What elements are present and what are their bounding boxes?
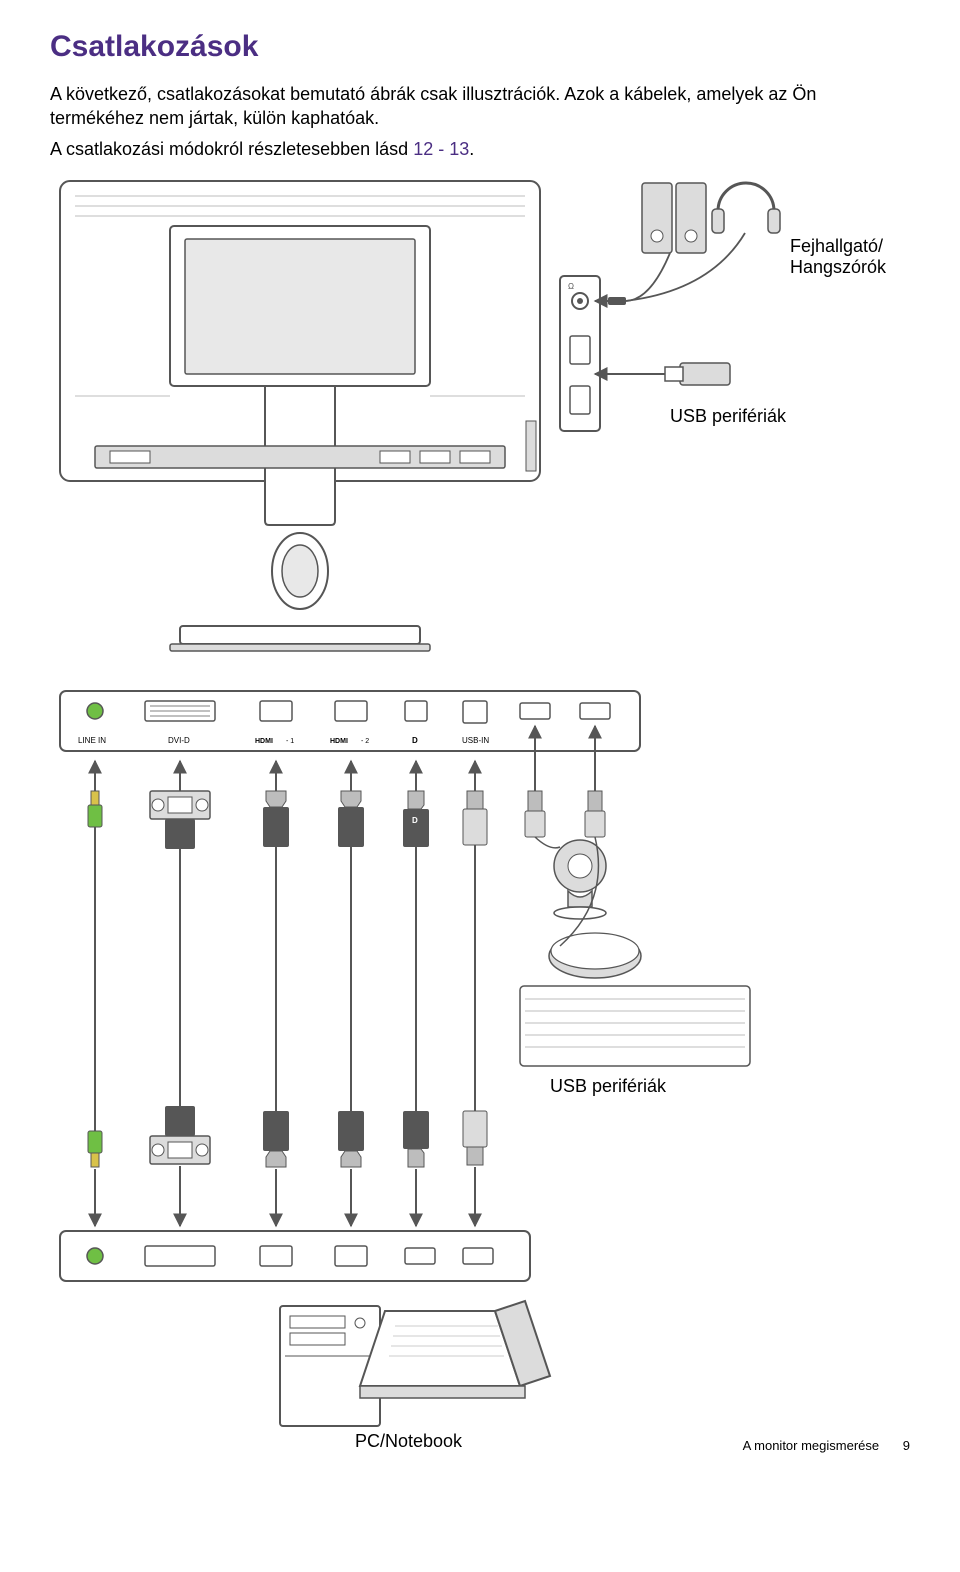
pc-tower-icon	[280, 1306, 380, 1426]
usb-b-plug-top	[463, 791, 487, 845]
page-reference-link[interactable]: 12 - 13	[413, 139, 469, 159]
page-heading: Csatlakozások	[50, 30, 910, 64]
svg-text:LINE IN: LINE IN	[78, 736, 106, 745]
hdmi-plug-1-bottom	[263, 1111, 289, 1167]
pc-ports-bar	[60, 1231, 530, 1281]
svg-text:- 1: - 1	[286, 738, 294, 745]
usb-b-plug-bottom	[463, 1111, 487, 1165]
svg-text:DVI-D: DVI-D	[168, 736, 190, 745]
svg-text:HDMI: HDMI	[330, 738, 348, 745]
webcam-icon	[535, 837, 606, 919]
hdmi-plug-1-top	[263, 791, 289, 847]
monitor-rear-illustration	[60, 181, 540, 651]
pc-notebook-label: PC/Notebook	[355, 1431, 462, 1452]
hdmi-plug-2-bottom	[338, 1111, 364, 1167]
keyboard-icon	[520, 986, 750, 1066]
laptop-icon	[360, 1301, 550, 1398]
headphones-icon	[712, 183, 780, 233]
svg-text:D: D	[412, 736, 418, 745]
connection-diagram: Ω	[50, 171, 910, 1451]
page-footer: A monitor megismerése 9	[743, 1438, 910, 1453]
speakers-icon	[642, 183, 706, 253]
usb-stick-icon	[665, 363, 730, 385]
displayport-plug-top: D	[403, 791, 429, 847]
intro-paragraph-1: A következő, csatlakozásokat bemutató áb…	[50, 82, 910, 131]
usb-plug-a2	[585, 791, 605, 837]
hdmi-plug-2-top	[338, 791, 364, 847]
headphones-speakers-label: Fejhallgató/ Hangszórók	[790, 236, 886, 278]
intro-part2-prefix: A csatlakozási módokról részletesebben l…	[50, 139, 413, 159]
monitor-ports-bar: LINE IN DVI-D HDMI - 1 HDMI - 2 D USB-IN	[60, 691, 640, 751]
svg-text:HDMI: HDMI	[255, 738, 273, 745]
footer-section-title: A monitor megismerése	[743, 1438, 880, 1453]
usb-plug-a1	[525, 791, 545, 837]
intro-paragraph-2: A csatlakozási módokról részletesebben l…	[50, 137, 910, 161]
svg-text:Ω: Ω	[568, 282, 574, 291]
dvi-plug-top	[150, 791, 210, 849]
footer-page-number: 9	[903, 1438, 910, 1453]
usb-peripherals-side-label: USB perifériák	[670, 406, 786, 427]
dvi-plug-bottom	[150, 1106, 210, 1164]
usb-peripherals-bottom-label: USB perifériák	[550, 1076, 666, 1097]
svg-text:- 2: - 2	[361, 738, 369, 745]
intro-part2-suffix: .	[469, 139, 474, 159]
monitor-side-panel: Ω	[560, 276, 600, 431]
svg-text:USB-IN: USB-IN	[462, 736, 489, 745]
svg-text:D: D	[412, 816, 418, 825]
audio-jack-plug-bottom	[88, 1131, 102, 1167]
displayport-plug-bottom	[403, 1111, 429, 1167]
audio-jack-plug-top	[88, 791, 102, 827]
